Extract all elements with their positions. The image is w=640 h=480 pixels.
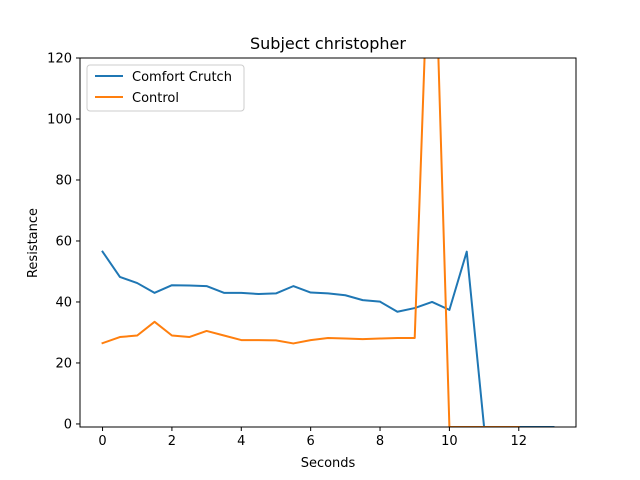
x-tick-label: 10 [441,434,458,449]
y-tick-label: 60 [55,234,72,249]
x-axis-label: Seconds [301,456,356,471]
y-tick-label: 120 [47,52,72,67]
x-tick-label: 6 [307,434,315,449]
x-tick-label: 4 [237,434,245,449]
legend-box [86,64,245,112]
x-tick-label: 0 [98,434,106,449]
legend-label-comfort-crutch: Comfort Crutch [132,70,232,85]
y-tick-label: 80 [55,173,72,188]
legend-label-control: Control [132,91,179,106]
legend: Comfort Crutch Control [86,64,245,112]
x-tick-label: 12 [510,434,527,449]
series-line-control [101,58,520,427]
y-tick-label: 0 [64,417,72,432]
y-tick-label: 100 [47,112,72,127]
series-line-comfort-crutch [101,250,555,427]
y-tick-label: 20 [55,356,72,371]
y-axis-label: Resistance [26,208,41,278]
y-tick-label: 40 [55,295,72,310]
x-tick-label: 8 [376,434,384,449]
plot-area [80,58,576,427]
plot-frame [79,57,577,428]
x-tick-label: 2 [168,434,176,449]
chart-title: Subject christopher [250,34,406,53]
